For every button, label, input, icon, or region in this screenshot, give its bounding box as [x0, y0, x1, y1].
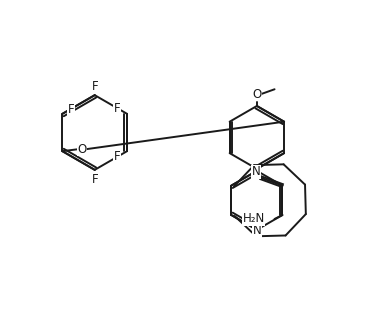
Text: N: N — [251, 165, 260, 178]
Text: F: F — [68, 103, 75, 116]
Text: F: F — [91, 173, 98, 186]
Text: O: O — [252, 88, 261, 101]
Text: N: N — [253, 224, 261, 237]
Text: O: O — [77, 143, 87, 156]
Text: F: F — [114, 102, 121, 115]
Text: H₂N: H₂N — [243, 213, 265, 225]
Text: F: F — [114, 150, 121, 163]
Text: F: F — [91, 80, 98, 93]
